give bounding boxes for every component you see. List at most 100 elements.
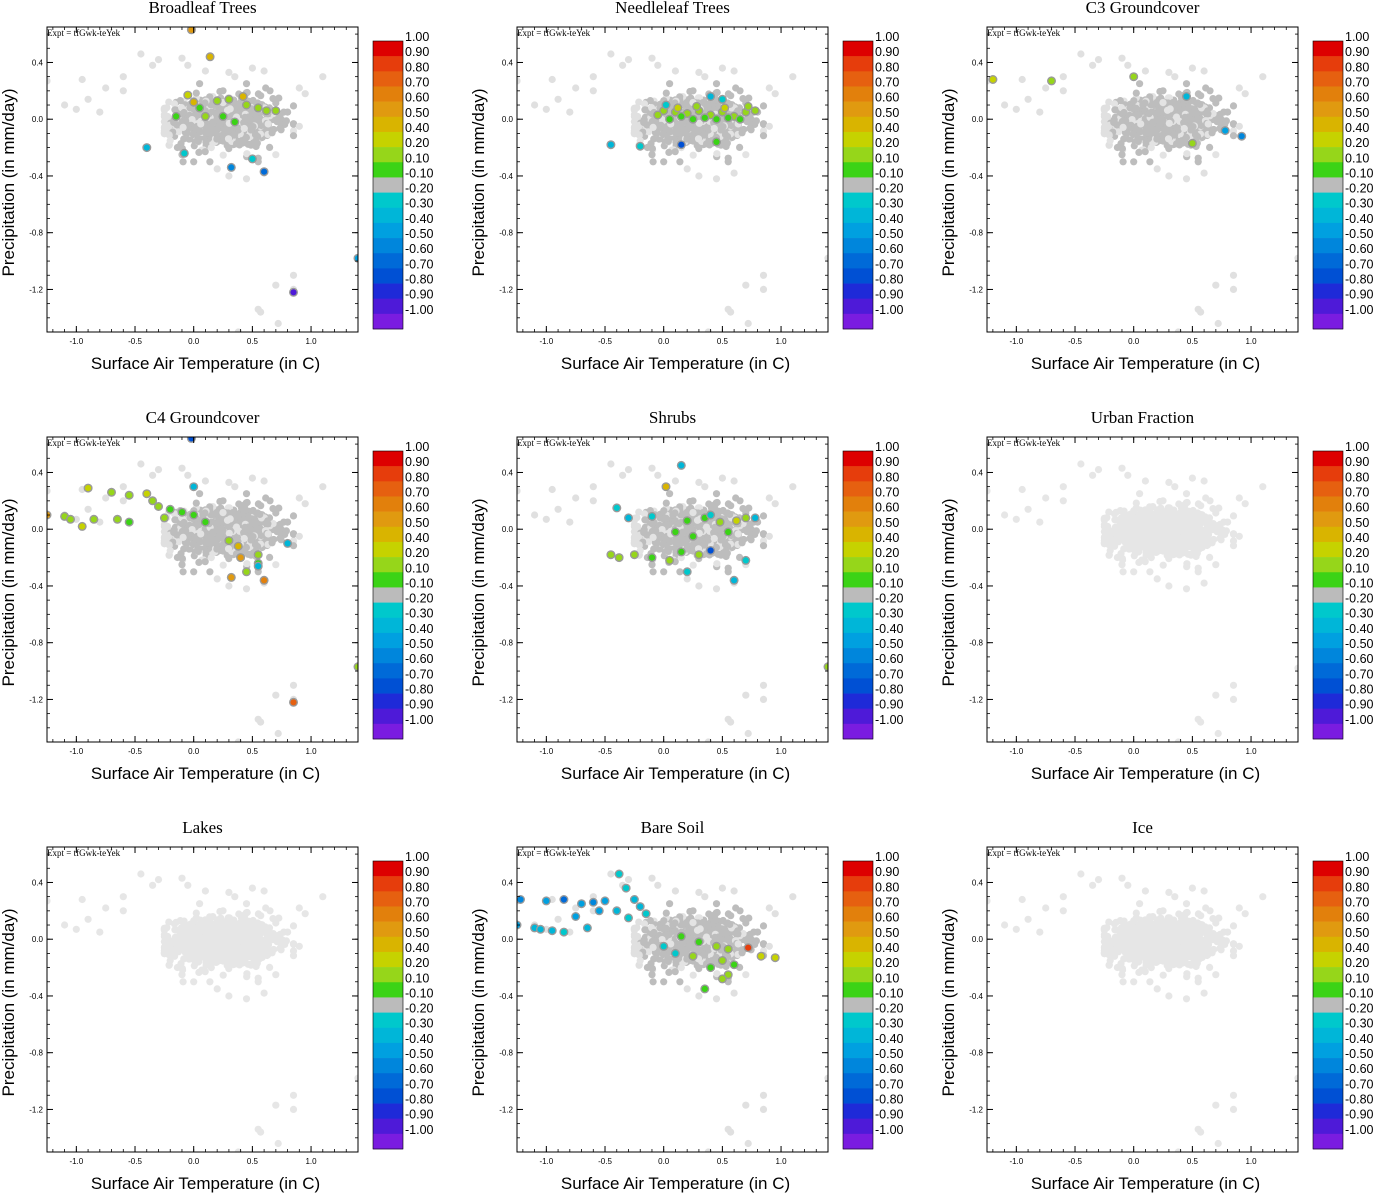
data-point — [752, 117, 760, 125]
data-point — [223, 106, 232, 114]
data-point — [164, 533, 172, 541]
data-point — [1145, 110, 1153, 118]
y-tick-label: 0.0 — [32, 115, 44, 124]
colorbar-label: 0.10 — [405, 561, 429, 575]
colorbar-label: -1.00 — [875, 303, 904, 317]
data-point — [248, 64, 256, 72]
data-point — [704, 328, 712, 332]
data-point — [242, 585, 251, 593]
data-point — [690, 126, 698, 134]
highlighted-point — [653, 110, 663, 120]
data-point — [301, 90, 309, 98]
colorbar-swatch — [373, 572, 403, 588]
plot-frame — [46, 26, 359, 333]
data-point — [179, 123, 187, 131]
x-axis-label: Surface Air Temperature (in C) — [1031, 354, 1260, 373]
highlighted-point — [259, 575, 269, 585]
data-point — [1189, 123, 1197, 131]
data-point — [47, 487, 51, 495]
data-point — [742, 281, 750, 289]
highlighted-point — [635, 141, 645, 151]
colorbar-swatch — [843, 268, 873, 284]
points — [987, 50, 1298, 332]
data-point — [254, 509, 262, 517]
colorbar-swatch — [373, 648, 403, 664]
colorbar-swatch — [843, 177, 873, 193]
data-point — [1204, 110, 1212, 118]
data-point — [1141, 99, 1149, 107]
data-point — [589, 73, 597, 81]
data-point — [264, 520, 272, 528]
colorbar-label: -0.20 — [1345, 182, 1373, 196]
data-point — [194, 137, 202, 145]
y-axis-label: Precipitation (in mm/day) — [469, 88, 488, 276]
data-point — [251, 131, 260, 139]
data-point — [721, 131, 730, 139]
colorbar-label: -0.70 — [1345, 257, 1373, 271]
data-point — [1134, 137, 1142, 145]
colorbar-swatch — [373, 71, 403, 87]
data-point — [188, 116, 196, 124]
data-point — [202, 127, 210, 135]
x-tick-label: -1.0 — [69, 337, 83, 346]
data-point — [119, 497, 127, 505]
colorbar-swatch — [373, 298, 403, 315]
expt-label: Expt = tfGwk-teYek — [517, 28, 591, 38]
data-point — [672, 127, 680, 135]
colorbar-label: 0.10 — [1345, 151, 1369, 165]
y-tick-label: -0.4 — [499, 172, 513, 181]
colorbar-label: 0.50 — [875, 106, 899, 120]
data-point — [695, 172, 703, 180]
data-point — [154, 466, 163, 474]
data-point — [61, 101, 69, 109]
data-point — [190, 568, 198, 576]
data-point — [192, 89, 200, 97]
data-point — [648, 151, 656, 159]
data-point — [180, 518, 188, 527]
data-point — [282, 117, 290, 125]
data-point — [1012, 105, 1020, 113]
plot-frame — [516, 26, 829, 333]
data-point — [195, 558, 203, 566]
data-point — [184, 471, 192, 479]
colorbar-label: -0.10 — [875, 166, 904, 180]
data-point — [219, 561, 227, 569]
data-point — [178, 54, 186, 62]
points — [47, 27, 358, 332]
x-tick-label: -1.0 — [539, 337, 553, 346]
x-tick-label: 0.0 — [658, 337, 670, 346]
data-point — [730, 67, 738, 75]
data-point — [246, 115, 254, 123]
data-point — [137, 460, 145, 468]
colorbar-label: -1.00 — [1345, 303, 1373, 317]
colorbar-label: 0.20 — [405, 136, 429, 150]
colorbar-swatch — [843, 207, 873, 224]
data-point — [759, 132, 768, 140]
colorbar-swatch — [843, 313, 873, 330]
data-point — [640, 100, 648, 108]
colorbar-label: 0.20 — [405, 546, 429, 560]
data-point — [179, 158, 187, 166]
x-tick-label: 0.5 — [1187, 337, 1199, 346]
data-point — [1153, 165, 1161, 173]
colorbar-label: -0.30 — [1345, 197, 1373, 211]
data-point — [1171, 73, 1179, 81]
data-point — [260, 67, 268, 75]
data-point — [1094, 56, 1103, 64]
data-point — [1182, 133, 1190, 142]
data-point — [744, 319, 752, 328]
data-point — [184, 61, 192, 69]
colorbar-swatch — [843, 238, 873, 254]
data-point — [1197, 92, 1205, 100]
data-point — [202, 138, 210, 146]
highlighted-point — [226, 162, 236, 172]
data-point — [165, 98, 173, 106]
highlighted-point — [735, 114, 745, 124]
data-point — [765, 122, 773, 130]
x-axis-label: Surface Air Temperature (in C) — [91, 354, 320, 373]
data-point — [572, 84, 580, 92]
data-point — [179, 568, 187, 576]
highlighted-point — [233, 541, 243, 551]
colorbar-swatch — [373, 663, 403, 679]
